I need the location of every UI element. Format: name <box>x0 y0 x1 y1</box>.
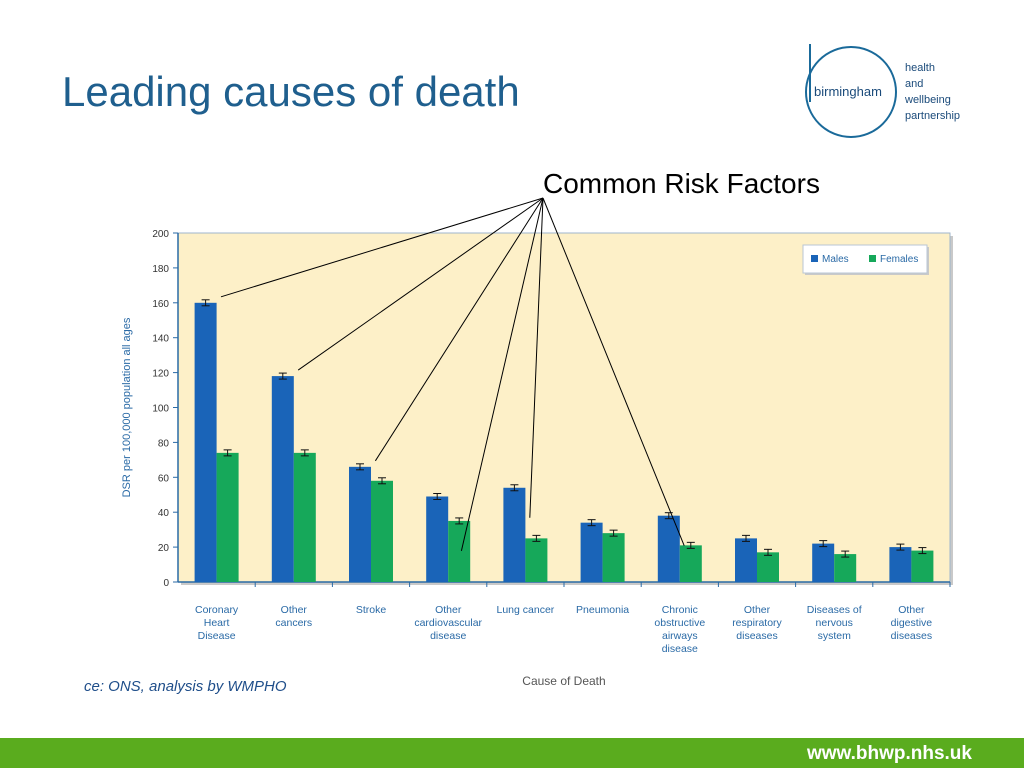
y-tick-label: 0 <box>163 578 169 589</box>
logo-tag-line: partnership <box>905 110 961 122</box>
risk-factor-link <box>220 197 544 298</box>
y-tick-label: 100 <box>152 404 169 415</box>
risk-factors-annotation: Common Risk Factors <box>543 168 820 199</box>
x-tick-label: Other <box>744 604 771 616</box>
bar-males <box>349 466 371 582</box>
y-tick-label: 160 <box>152 299 169 310</box>
y-tick-label: 80 <box>158 438 170 449</box>
risk-factor-link <box>460 197 544 552</box>
legend-label: Males <box>822 254 849 265</box>
x-tick-label: Other <box>898 604 925 616</box>
bar-males <box>426 496 449 582</box>
x-axis-label: Cause of Death <box>522 674 605 688</box>
x-tick-label: Disease <box>198 630 236 642</box>
bar-females <box>602 533 625 582</box>
x-tick-label: respiratory <box>732 617 782 629</box>
bar-females <box>448 520 471 582</box>
x-tick-label: cancers <box>275 617 312 629</box>
x-tick-label: Heart <box>204 617 230 629</box>
bar-males <box>735 538 757 582</box>
risk-factor-link <box>542 197 685 546</box>
x-tick-label: Other <box>435 604 462 616</box>
bar-females <box>371 480 393 582</box>
bar-males <box>580 522 603 582</box>
x-tick-label: Other <box>281 604 308 616</box>
y-tick-label: 140 <box>152 334 169 345</box>
footer-bar: www.bhwp.nhs.uk <box>0 738 1024 768</box>
logo-tag-line: health <box>905 62 935 74</box>
y-tick-label: 20 <box>158 543 170 554</box>
bar-females <box>911 550 934 582</box>
y-tick-label: 60 <box>158 473 170 484</box>
x-tick-label: Chronic <box>662 604 698 616</box>
x-tick-label: Coronary <box>195 604 239 616</box>
x-tick-label: Lung cancer <box>497 604 555 616</box>
risk-factor-link <box>529 197 544 518</box>
x-tick-label: nervous <box>816 617 853 629</box>
bar-males <box>657 515 680 582</box>
y-tick-label: 120 <box>152 369 169 380</box>
x-tick-label: cardiovascular <box>414 617 482 629</box>
x-tick-label: Stroke <box>356 604 387 616</box>
risk-factor-link <box>374 197 544 462</box>
legend-box <box>802 244 928 274</box>
x-tick-label: obstructive <box>654 617 705 629</box>
x-tick-label: digestive <box>891 617 933 629</box>
x-tick-label: diseases <box>891 630 932 642</box>
y-tick-label: 180 <box>152 264 169 275</box>
logo-word: birmingham <box>814 84 882 99</box>
y-tick-label: 40 <box>158 508 170 519</box>
legend-swatch-males <box>811 255 818 262</box>
x-tick-label: Diseases of <box>807 604 862 616</box>
x-tick-label: disease <box>430 630 466 642</box>
logo-tag-line: wellbeing <box>905 94 951 106</box>
bar-females <box>834 554 857 582</box>
bar-females <box>679 545 702 582</box>
x-tick-label: Pneumonia <box>576 604 629 616</box>
x-tick-label: airways <box>662 630 698 642</box>
bar-females <box>216 452 239 582</box>
logo-tag-line: and <box>905 78 924 90</box>
footer-url[interactable]: www.bhwp.nhs.uk <box>806 743 972 764</box>
slide-title: Leading causes of death <box>62 68 520 115</box>
death-causes-chart: 0 20 40 60 80 100 120 140 160 180 200 DSR per 100,0… <box>121 197 953 688</box>
logo-tagline: health and wellbeing partnership <box>905 60 960 124</box>
y-axis-label: DSR per 100,000 population all ages <box>121 317 133 497</box>
source-note: ce: ONS, analysis by WMPHO <box>84 678 287 695</box>
bar-males <box>812 543 835 582</box>
bar-females <box>525 538 548 582</box>
bhwp-logo: birmingham health and wellbeing partners… <box>805 40 995 150</box>
bar-males <box>503 487 526 582</box>
y-tick-label: 200 <box>152 229 169 240</box>
legend-label: Females <box>880 254 918 265</box>
bar-males <box>194 302 217 582</box>
bar-males <box>271 376 294 582</box>
bar-males <box>889 547 912 582</box>
logo-circle <box>805 46 897 138</box>
logo-stem <box>809 44 811 102</box>
x-tick-label: disease <box>662 643 698 655</box>
bar-females <box>757 552 779 582</box>
x-tick-label: diseases <box>736 630 777 642</box>
legend-swatch-females <box>869 255 876 262</box>
risk-factor-link <box>297 197 544 371</box>
bar-females <box>293 452 316 582</box>
x-tick-label: system <box>818 630 852 642</box>
